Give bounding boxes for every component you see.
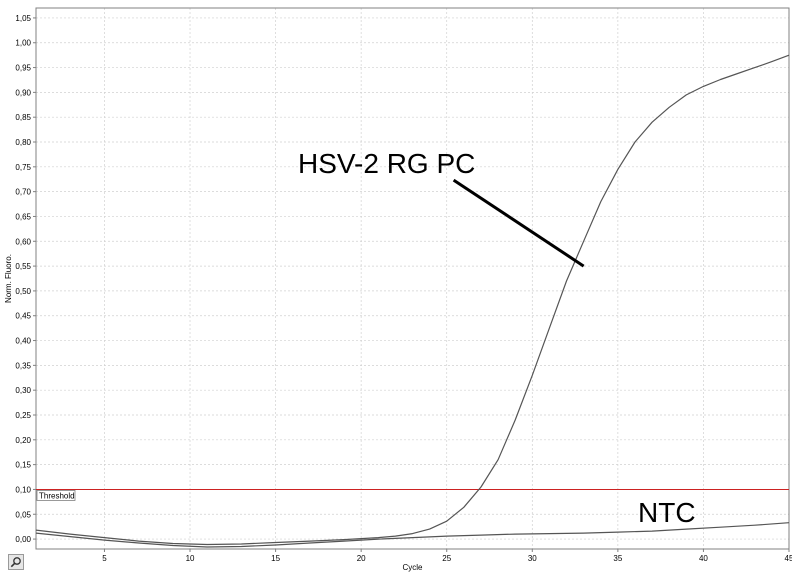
zoom-reset-button[interactable] [8,554,24,570]
x-tick-label: 10 [186,554,195,563]
ntc-annotation: NTC [638,497,696,528]
y-tick-label: 0,55 [15,262,31,271]
x-tick-label: 35 [613,554,622,563]
y-tick-label: 0,20 [15,436,31,445]
x-axis-ticks: 5 10 15 20 25 30 35 40 45 [102,549,792,563]
x-axis-title: Cycle [402,563,423,572]
y-tick-label: 0,15 [15,461,31,470]
y-tick-label: 0,30 [15,386,31,395]
x-tick-label: 45 [785,554,792,563]
x-tick-label: 5 [102,554,107,563]
x-tick-label: 25 [442,554,451,563]
hsv2-pc-annotation: HSV-2 RG PC [298,148,475,179]
hsv2-pc-curve[interactable] [35,54,790,546]
y-tick-label: 0,60 [15,237,31,246]
y-tick-label: 0,90 [15,88,31,97]
y-tick-label: 0,70 [15,188,31,197]
hsv2-pc-annotation-pointer [452,178,585,268]
y-tick-label: 0,45 [15,312,31,321]
y-tick-label: 0,40 [15,337,31,346]
threshold-label-box [36,490,76,501]
plot-area[interactable] [35,7,790,550]
grid-lines [36,8,790,549]
ntc-curve[interactable] [35,522,790,548]
y-tick-label: 1,05 [15,14,31,23]
x-tick-label: 20 [357,554,366,563]
y-tick-label: 0,50 [15,287,31,296]
y-tick-label: 0,75 [15,163,31,172]
y-tick-label: 0,00 [15,535,31,544]
threshold-label: Threshold [39,491,75,500]
y-tick-label: 0,95 [15,64,31,73]
y-tick-label: 0,65 [15,212,31,221]
x-tick-label: 15 [271,554,280,563]
y-tick-label: 0,25 [15,411,31,420]
y-axis-ticks: 0,00 0,05 0,10 0,15 0,20 0,25 0,30 0,35 0,40 0,45… [15,14,36,544]
zoom-reset-icon [10,557,21,568]
y-tick-label: 0,80 [15,138,31,147]
x-tick-label: 30 [528,554,537,563]
series-layer [35,54,790,548]
y-tick-label: 1,00 [15,39,31,48]
y-tick-label: 0,10 [15,485,31,494]
y-tick-label: 0,85 [15,113,31,122]
y-tick-label: 0,35 [15,361,31,370]
y-tick-label: 0,05 [15,510,31,519]
y-axis-title: Norm. Fluoro. [4,254,13,303]
x-tick-label: 40 [699,554,708,563]
